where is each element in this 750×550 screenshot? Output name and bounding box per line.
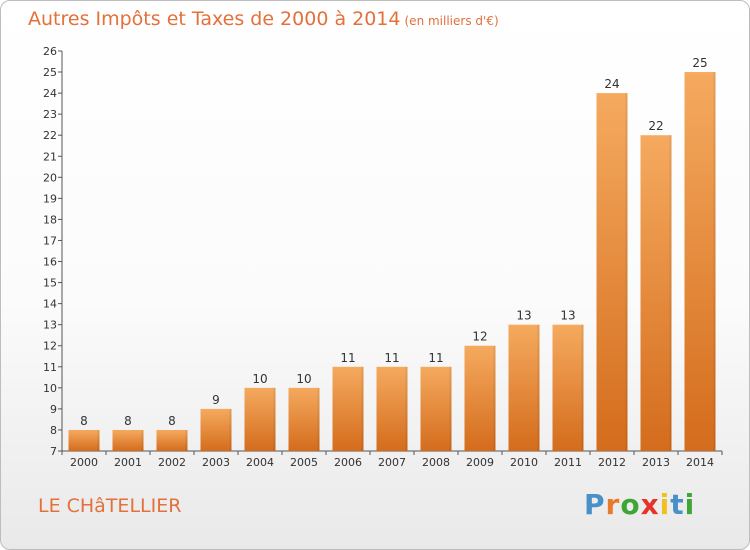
y-tick-label: 20 [43, 171, 57, 184]
bar-shade [405, 366, 408, 451]
x-tick-label: 2010 [510, 456, 538, 469]
bar-value-label: 11 [384, 351, 399, 365]
bar-value-label: 12 [472, 330, 487, 344]
bar-shade [713, 72, 716, 451]
bar-shade [229, 408, 232, 451]
x-tick-label: 2014 [686, 456, 714, 469]
x-tick-label: 2011 [554, 456, 582, 469]
y-tick-label: 17 [43, 234, 57, 247]
bar-shade [493, 345, 496, 451]
bar-value-label: 22 [648, 119, 663, 133]
x-tick-label: 2006 [334, 456, 362, 469]
x-tick-label: 2009 [466, 456, 494, 469]
x-tick-label: 2005 [290, 456, 318, 469]
bar [684, 72, 716, 451]
x-tick-label: 2007 [378, 456, 406, 469]
bar [508, 324, 540, 451]
bar-shade [185, 429, 188, 451]
y-tick-label: 10 [43, 382, 57, 395]
bar [552, 324, 584, 451]
chart-title: Autres Impôts et Taxes de 2000 à 2014 (en… [28, 8, 499, 30]
bar [596, 93, 628, 452]
y-tick-label: 21 [43, 150, 57, 163]
logo-letter: i [659, 488, 671, 521]
bar-value-label: 8 [168, 414, 176, 428]
logo-letter: x [640, 488, 660, 521]
y-tick-label: 14 [43, 298, 57, 311]
y-tick-label: 26 [43, 45, 57, 58]
commune-name: LE CHâTELLIER [38, 495, 182, 517]
logo-letter: o [620, 488, 641, 521]
proxiti-logo[interactable]: Proxiti [584, 488, 695, 521]
bar-value-label: 10 [296, 372, 311, 386]
bar-shade [581, 324, 584, 451]
y-tick-label: 11 [43, 361, 57, 374]
y-tick-label: 15 [43, 277, 57, 290]
bar-value-label: 11 [428, 351, 443, 365]
bar-value-label: 13 [560, 309, 575, 323]
x-tick-label: 2001 [114, 456, 142, 469]
bar-shade [449, 366, 452, 451]
x-tick-label: 2003 [202, 456, 230, 469]
x-tick-label: 2004 [246, 456, 274, 469]
x-tick-label: 2000 [70, 456, 98, 469]
bar-value-label: 24 [604, 77, 619, 91]
logo-letter: i [684, 488, 696, 521]
chart-title-unit: (en milliers d'€) [404, 14, 499, 28]
y-tick-label: 23 [43, 108, 57, 121]
bar [112, 429, 144, 451]
bar [156, 429, 188, 451]
bar-value-label: 9 [212, 393, 220, 407]
bar-shade [141, 429, 144, 451]
bar-value-label: 25 [692, 56, 707, 70]
bar [332, 366, 364, 451]
logo-letter: t [670, 488, 685, 521]
bar-shade [317, 387, 320, 451]
y-tick-label: 7 [50, 445, 57, 458]
y-tick-label: 18 [43, 213, 57, 226]
bar [464, 345, 496, 451]
y-tick-label: 25 [43, 66, 57, 79]
bar-value-label: 11 [340, 351, 355, 365]
bar [376, 366, 408, 451]
logo-letter: r [605, 488, 621, 521]
bar-shade [273, 387, 276, 451]
logo-letter: P [584, 488, 606, 521]
bar-value-label: 8 [124, 414, 132, 428]
x-tick-label: 2012 [598, 456, 626, 469]
bar-shade [361, 366, 364, 451]
bar-value-label: 8 [80, 414, 88, 428]
y-tick-label: 9 [50, 403, 57, 416]
y-tick-label: 13 [43, 319, 57, 332]
chart-bars [68, 72, 716, 452]
y-tick-label: 16 [43, 256, 57, 269]
x-tick-label: 2008 [422, 456, 450, 469]
bar-value-label: 13 [516, 309, 531, 323]
bar [288, 387, 320, 451]
bar-value-label: 10 [252, 372, 267, 386]
y-tick-label: 12 [43, 340, 57, 353]
bar-shade [97, 429, 100, 451]
bar [640, 135, 672, 452]
x-tick-label: 2002 [158, 456, 186, 469]
chart-title-main: Autres Impôts et Taxes de 2000 à 2014 [28, 8, 401, 30]
y-tick-label: 19 [43, 192, 57, 205]
x-tick-label: 2013 [642, 456, 670, 469]
bar [420, 366, 452, 451]
y-tick-label: 8 [50, 424, 57, 437]
y-tick-label: 24 [43, 87, 57, 100]
bar-shade [537, 324, 540, 451]
bar-shade [669, 135, 672, 452]
y-tick-label: 22 [43, 129, 57, 142]
chart-labels: 2000 8 2001 8 2002 8 2003 9 2004 10 2005 10 2006 11 20… [70, 56, 714, 469]
bar [244, 387, 276, 451]
bar [68, 429, 100, 451]
bar-shade [625, 93, 628, 452]
bar [200, 408, 232, 451]
